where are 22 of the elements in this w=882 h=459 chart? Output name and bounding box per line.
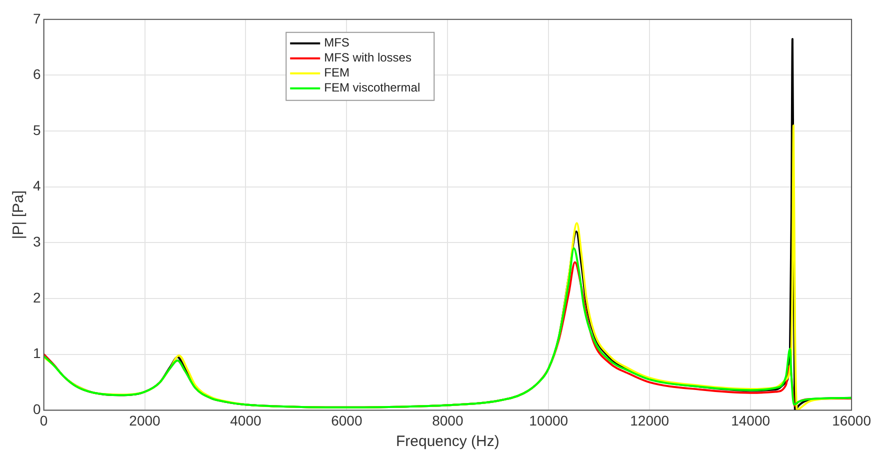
x-tick-label: 6000 <box>331 412 362 428</box>
x-axis-title: Frequency (Hz) <box>396 433 500 450</box>
y-axis-title: |P| [Pa] <box>10 190 28 240</box>
y-tick-label: 4 <box>32 178 41 194</box>
legend-label: FEM viscothermal <box>324 80 420 95</box>
x-tick-label: 16000 <box>832 412 872 428</box>
legend-label: MFS <box>324 36 350 50</box>
x-tick-label: 14000 <box>731 412 770 428</box>
x-tick-label: 10000 <box>529 412 568 428</box>
legend-label: FEM <box>324 66 350 80</box>
y-tick-label: 3 <box>32 234 41 250</box>
y-tick-label: 1 <box>32 345 41 362</box>
x-tick-label: 8000 <box>432 412 464 428</box>
y-tick-label: 7 <box>32 10 41 26</box>
x-tick-label: 2000 <box>129 412 161 428</box>
y-tick-label: 2 <box>32 289 41 306</box>
legend-label: MFS with losses <box>324 50 412 65</box>
y-tick-label: 0 <box>32 401 41 418</box>
x-tick-label: 4000 <box>230 412 262 428</box>
y-tick-label: 6 <box>32 66 41 82</box>
y-tick-label: 5 <box>32 122 41 138</box>
x-tick-label: 12000 <box>630 412 670 428</box>
